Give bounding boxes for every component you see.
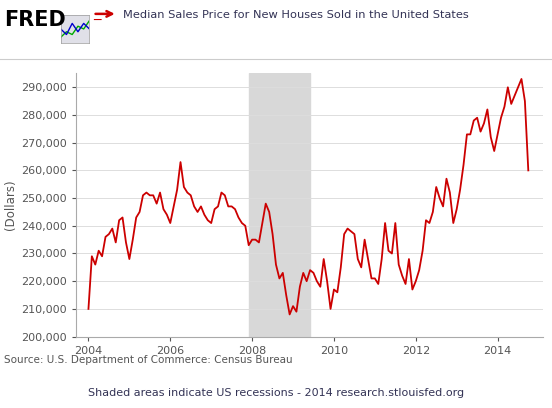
Text: FRED: FRED [4, 10, 66, 30]
Y-axis label: (Dollars): (Dollars) [4, 180, 17, 231]
Bar [249, 73, 310, 337]
Text: ─: ─ [93, 14, 100, 27]
Text: Source: U.S. Department of Commerce: Census Bureau: Source: U.S. Department of Commerce: Cen… [4, 355, 293, 365]
Text: Shaded areas indicate US recessions - 2014 research.stlouisfed.org: Shaded areas indicate US recessions - 20… [88, 388, 464, 398]
Text: Median Sales Price for New Houses Sold in the United States: Median Sales Price for New Houses Sold i… [123, 10, 468, 20]
